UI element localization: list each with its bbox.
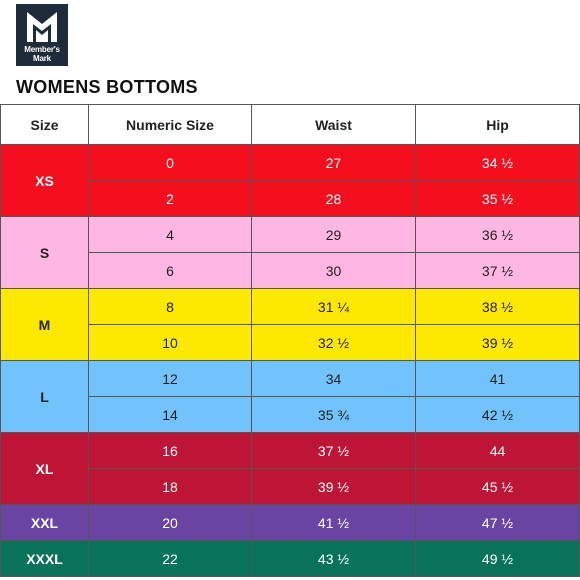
header-size: Size <box>0 104 89 145</box>
hip-cell: 42 ½ <box>415 396 580 433</box>
hip-cell: 37 ½ <box>415 252 580 289</box>
hip-cell: 44 <box>415 432 580 469</box>
table-row: XL 16 37 ½ 44 <box>0 432 580 505</box>
waist-cell: 30 <box>251 252 416 289</box>
numeric-cell: 4 <box>88 216 252 253</box>
members-mark-logo: Member's Mark <box>16 4 68 66</box>
hip-cell: 35 ½ <box>415 180 580 217</box>
table-row: 6 30 37 ½ <box>0 252 580 289</box>
table-row: XXXL 22 43 ½ 49 ½ <box>0 540 580 577</box>
waist-cell: 37 ½ <box>251 432 416 469</box>
numeric-cell: 22 <box>88 540 252 577</box>
waist-cell: 34 <box>251 360 416 397</box>
numeric-cell: 8 <box>88 288 252 325</box>
waist-cell: 27 <box>251 144 416 181</box>
header-numeric-size: Numeric Size <box>88 104 252 145</box>
header-row: Size Numeric Size Waist Hip <box>0 104 580 145</box>
header-waist: Waist <box>251 104 416 145</box>
hip-cell: 41 <box>415 360 580 397</box>
m-logo-icon <box>27 12 57 42</box>
size-label: L <box>0 360 89 433</box>
waist-cell: 43 ½ <box>251 540 416 577</box>
hip-cell: 36 ½ <box>415 216 580 253</box>
table-row: S 4 29 36 ½ <box>0 216 580 289</box>
numeric-cell: 6 <box>88 252 252 289</box>
size-label: XS <box>0 144 89 217</box>
hip-cell: 47 ½ <box>415 504 580 541</box>
size-label: S <box>0 216 89 289</box>
table-row: XXL 20 41 ½ 47 ½ <box>0 504 580 541</box>
waist-cell: 29 <box>251 216 416 253</box>
numeric-cell: 2 <box>88 180 252 217</box>
waist-cell: 32 ½ <box>251 324 416 361</box>
table-row: M 8 31 ¼ 38 ½ <box>0 288 580 361</box>
logo-text: Member's Mark <box>24 45 60 63</box>
waist-cell: 28 <box>251 180 416 217</box>
numeric-cell: 0 <box>88 144 252 181</box>
numeric-cell: 10 <box>88 324 252 361</box>
hip-cell: 34 ½ <box>415 144 580 181</box>
table-row: 2 28 35 ½ <box>0 180 580 217</box>
waist-cell: 35 ¾ <box>251 396 416 433</box>
numeric-cell: 12 <box>88 360 252 397</box>
size-label: XXL <box>0 504 89 541</box>
numeric-cell: 20 <box>88 504 252 541</box>
table-row: L 12 34 41 <box>0 360 580 433</box>
table-row: 14 35 ¾ 42 ½ <box>0 396 580 433</box>
numeric-cell: 16 <box>88 432 252 469</box>
size-chart-table: Size Numeric Size Waist Hip XS 0 27 34 ½ 2 28… <box>0 104 580 577</box>
numeric-cell: 14 <box>88 396 252 433</box>
table-row: 10 32 ½ 39 ½ <box>0 324 580 361</box>
table-row: XS 0 27 34 ½ <box>0 144 580 217</box>
waist-cell: 39 ½ <box>251 468 416 505</box>
size-label: M <box>0 288 89 361</box>
page-title: WOMENS BOTTOMS <box>16 77 198 97</box>
waist-cell: 31 ¼ <box>251 288 416 325</box>
hip-cell: 49 ½ <box>415 540 580 577</box>
waist-cell: 41 ½ <box>251 504 416 541</box>
hip-cell: 39 ½ <box>415 324 580 361</box>
size-label: XXXL <box>0 540 89 577</box>
header-hip: Hip <box>415 104 580 145</box>
hip-cell: 38 ½ <box>415 288 580 325</box>
size-label: XL <box>0 432 89 505</box>
hip-cell: 45 ½ <box>415 468 580 505</box>
numeric-cell: 18 <box>88 468 252 505</box>
table-row: 18 39 ½ 45 ½ <box>0 468 580 505</box>
